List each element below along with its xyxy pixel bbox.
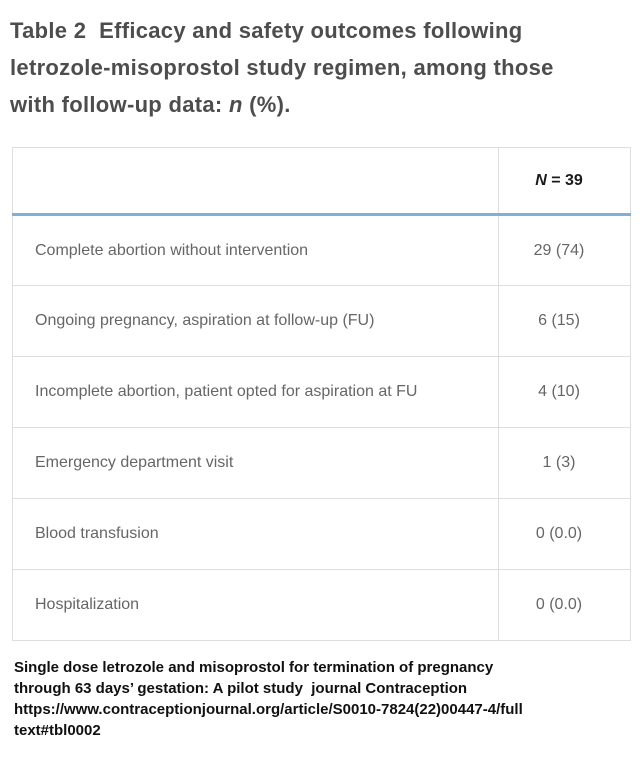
table-header-row: N = 39 <box>12 147 631 216</box>
outcomes-table: N = 39 Complete abortion without interve… <box>12 147 631 641</box>
outcome-value: 0 (0.0) <box>498 569 631 641</box>
citation-line: Single dose letrozole and misoprostol fo… <box>14 659 494 676</box>
outcome-label: Emergency department visit <box>12 427 499 499</box>
outcome-value: 6 (15) <box>498 285 631 357</box>
table-row: Complete abortion without intervention 29… <box>12 214 631 286</box>
outcome-label: Hospitalization <box>12 569 499 641</box>
n-symbol: N <box>535 171 547 189</box>
caption-line-3: with follow-up data: n (%). <box>10 86 640 123</box>
outcomes-table-head: N = 39 <box>12 147 631 216</box>
source-citation: Single dose letrozole and misoprostol fo… <box>14 657 640 741</box>
table-row: Hospitalization 0 (0.0) <box>12 569 631 641</box>
sample-size-value: = 39 <box>546 171 583 189</box>
header-empty-cell <box>12 147 499 216</box>
outcome-label: Complete abortion without intervention <box>12 214 499 286</box>
caption-line-3-suffix: (%). <box>242 92 291 117</box>
outcome-value: 0 (0.0) <box>498 498 631 570</box>
table-row: Blood transfusion 0 (0.0) <box>12 498 631 570</box>
article-table-page: Table 2 Efficacy and safety outcomes fol… <box>0 12 640 770</box>
caption-line-1: Table 2 Efficacy and safety outcomes fol… <box>10 18 523 43</box>
table-row: Incomplete abortion, patient opted for a… <box>12 356 631 428</box>
citation-line: through 63 days’ gestation: A pilot stud… <box>14 680 468 697</box>
outcome-label: Incomplete abortion, patient opted for a… <box>12 356 499 428</box>
outcome-value: 4 (10) <box>498 356 631 428</box>
outcome-value: 29 (74) <box>498 214 631 286</box>
caption-line-3-text: with follow-up data: <box>10 92 229 117</box>
caption-line-2: letrozole-misoprostol study regimen, amo… <box>10 55 554 80</box>
outcomes-table-body: Complete abortion without intervention 29… <box>12 214 631 641</box>
header-sample-size-cell: N = 39 <box>498 147 631 216</box>
caption-n-symbol: n <box>228 92 243 117</box>
outcome-label: Blood transfusion <box>12 498 499 570</box>
outcome-value: 1 (3) <box>498 427 631 499</box>
citation-line: https://www.contraceptionjournal.org/art… <box>14 701 523 718</box>
outcome-label: Ongoing pregnancy, aspiration at follow-… <box>12 285 499 357</box>
table-row: Emergency department visit 1 (3) <box>12 427 631 499</box>
table-caption: Table 2 Efficacy and safety outcomes fol… <box>10 12 640 123</box>
table-row: Ongoing pregnancy, aspiration at follow-… <box>12 285 631 357</box>
citation-line: text#tbl0002 <box>14 722 101 739</box>
